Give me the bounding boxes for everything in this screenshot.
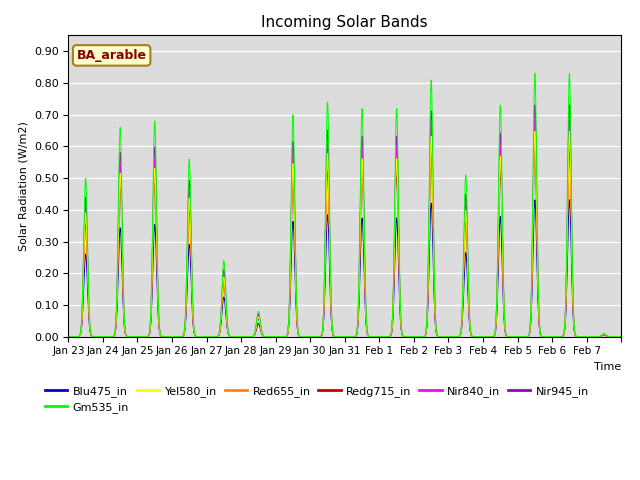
Y-axis label: Solar Radiation (W/m2): Solar Radiation (W/m2): [19, 121, 28, 251]
Title: Incoming Solar Bands: Incoming Solar Bands: [262, 15, 428, 30]
Legend: Blu475_in, Gm535_in, Yel580_in, Red655_in, Redg715_in, Nir840_in, Nir945_in: Blu475_in, Gm535_in, Yel580_in, Red655_i…: [40, 382, 594, 418]
Text: BA_arable: BA_arable: [77, 49, 147, 62]
X-axis label: Time: Time: [594, 362, 621, 372]
